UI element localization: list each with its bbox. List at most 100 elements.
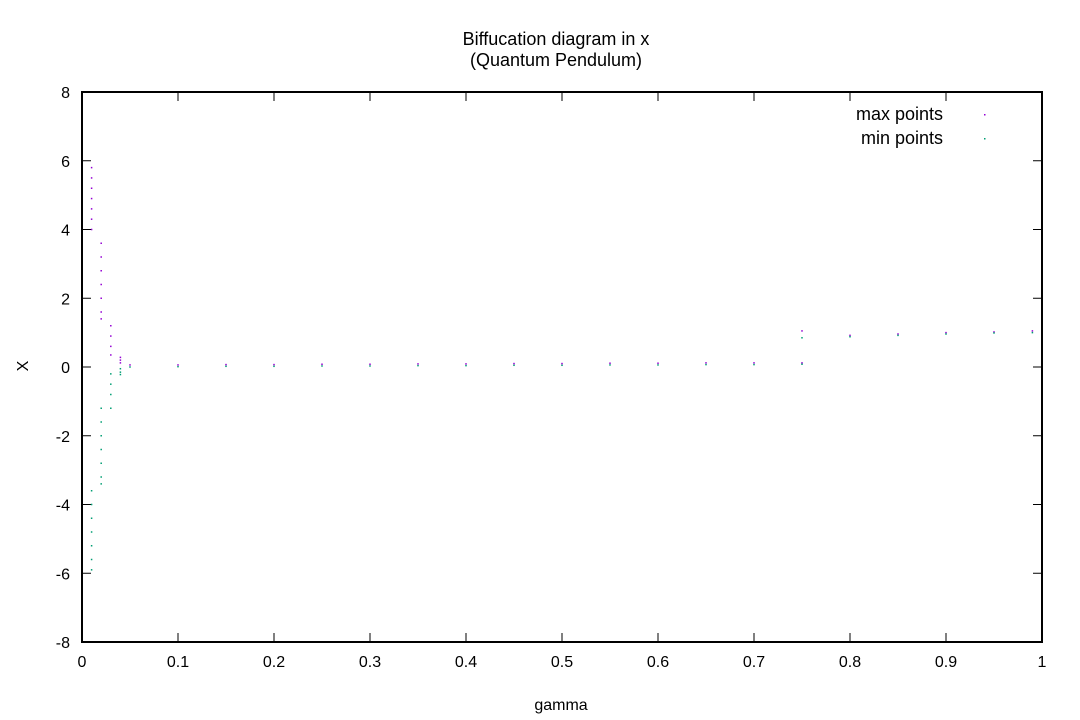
max-point: [753, 362, 755, 364]
min-point: [753, 363, 755, 366]
y-tick-label: 6: [61, 154, 70, 171]
max-point: [100, 311, 102, 313]
min-point: [513, 364, 515, 367]
max-point: [100, 283, 102, 286]
y-tick-label: 4: [61, 223, 70, 240]
min-point: [110, 407, 112, 409]
min-point: [100, 448, 102, 451]
max-point: [100, 256, 102, 258]
y-tick-label: -8: [56, 635, 70, 652]
x-axis-ticks: 0 0.1 0.2 0.3 0.4 0.5 0.6 0.7 0.8 0.9 1: [78, 92, 1047, 671]
min-point: [897, 334, 899, 337]
max-point: [119, 359, 122, 361]
max-point: [897, 333, 899, 335]
max-point: [129, 364, 131, 366]
legend-label-max-points: max points: [856, 104, 943, 124]
min-point: [801, 363, 803, 365]
max-point: [417, 363, 419, 365]
max-point: [100, 270, 102, 272]
x-tick-label: 0.4: [455, 654, 477, 671]
min-point: [705, 363, 707, 366]
min-point: [993, 332, 995, 334]
max-point: [561, 362, 563, 365]
min-point: [945, 333, 947, 335]
min-point: [110, 393, 112, 396]
max-point: [657, 362, 659, 364]
min-point: [1031, 331, 1034, 334]
min-point: [90, 503, 93, 506]
x-tick-label: 0.6: [647, 654, 669, 671]
min-point: [225, 365, 227, 368]
min-point: [90, 545, 93, 547]
x-tick-label: 0.8: [839, 654, 861, 671]
y-tick-label: 2: [61, 291, 70, 308]
max-point: [90, 218, 93, 220]
max-point: [225, 363, 227, 366]
max-point: [801, 330, 803, 332]
max-point: [465, 363, 467, 365]
legend-label-min-points: min points: [861, 128, 943, 148]
min-point: [90, 558, 93, 561]
legend-swatch-dot: [984, 138, 986, 140]
y-axis-ticks: -8 -6 -4 -2 0 2 4 6 8: [56, 85, 1042, 652]
max-point: [119, 356, 122, 359]
min-point: [110, 373, 112, 375]
max-point: [90, 228, 93, 231]
min-point: [177, 365, 179, 368]
x-tick-label: 0.5: [551, 654, 573, 671]
max-point: [90, 177, 93, 179]
min-point: [801, 337, 803, 339]
x-tick-label: 0.3: [359, 654, 381, 671]
min-point: [369, 365, 371, 367]
min-point: [561, 364, 563, 367]
min-point: [417, 364, 419, 367]
min-point: [100, 435, 102, 437]
max-point: [90, 187, 93, 189]
min-point: [90, 531, 93, 533]
x-tick-label: 0.2: [263, 654, 285, 671]
min-point: [100, 462, 102, 464]
x-tick-label: 0: [78, 654, 87, 671]
max-point: [119, 362, 122, 364]
max-point: [90, 208, 93, 210]
min-point: [90, 569, 93, 571]
min-point: [100, 476, 102, 478]
data-points: [90, 166, 1034, 571]
legend-swatch-dot: [984, 114, 986, 116]
min-point: [90, 517, 93, 519]
max-point: [110, 335, 112, 337]
min-point: [609, 364, 611, 366]
max-point: [100, 242, 102, 244]
max-point: [369, 363, 371, 365]
chart-title: Biffucation diagram in x: [463, 29, 650, 49]
min-point: [90, 490, 93, 492]
y-tick-label: 8: [61, 85, 70, 102]
max-point: [110, 345, 112, 348]
max-point: [993, 331, 995, 333]
y-tick-label: 0: [61, 360, 70, 377]
max-point: [90, 166, 93, 169]
min-point: [110, 383, 112, 385]
x-tick-label: 0.1: [167, 654, 189, 671]
max-point: [100, 297, 102, 299]
x-axis-label: gamma: [534, 697, 587, 714]
max-point: [705, 362, 707, 364]
legend-swatch-min-points: [984, 138, 986, 140]
x-tick-label: 0.7: [743, 654, 765, 671]
min-point: [100, 483, 102, 485]
min-point: [119, 371, 122, 373]
x-tick-label: 1: [1038, 654, 1047, 671]
y-tick-label: -4: [56, 498, 70, 515]
legend: max points min points: [856, 104, 986, 148]
min-point: [100, 421, 102, 423]
min-point: [119, 373, 122, 376]
max-point: [609, 362, 611, 364]
min-point: [129, 366, 131, 368]
max-point: [273, 363, 275, 366]
min-point: [657, 364, 659, 366]
max-point: [321, 363, 323, 365]
max-point: [110, 325, 112, 327]
max-point: [801, 362, 803, 364]
max-point: [90, 197, 93, 200]
